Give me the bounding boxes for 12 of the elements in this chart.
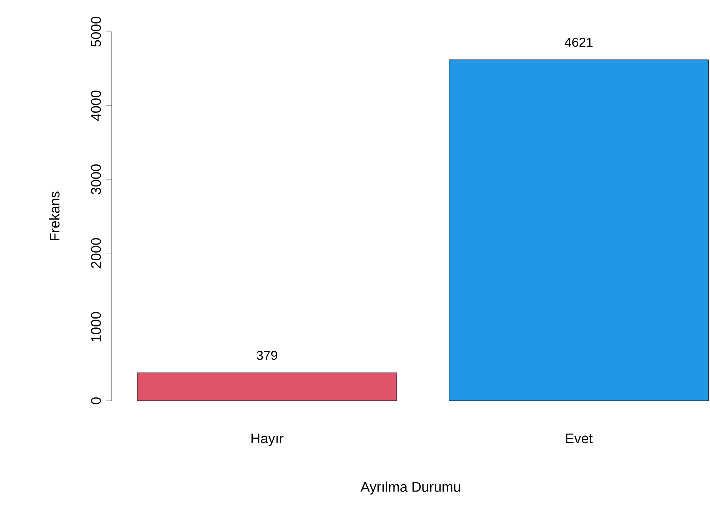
- y-tick-label: 2000: [91, 238, 102, 268]
- y-tick-label: 3000: [91, 164, 102, 195]
- data-label: 379: [256, 350, 278, 360]
- y-tick-label: 0: [91, 398, 102, 404]
- data-label: 4621: [564, 38, 593, 48]
- x-tick-label: Evet: [566, 434, 593, 444]
- y-axis-title: Frekans: [50, 192, 60, 241]
- x-tick-label: Hayır: [252, 434, 284, 446]
- y-tick-label: 1000: [91, 312, 102, 342]
- x-axis-title: Ayrılma Durumu: [360, 482, 460, 495]
- y-tick-label: 5000: [91, 17, 102, 47]
- y-tick-label: 4000: [91, 90, 102, 121]
